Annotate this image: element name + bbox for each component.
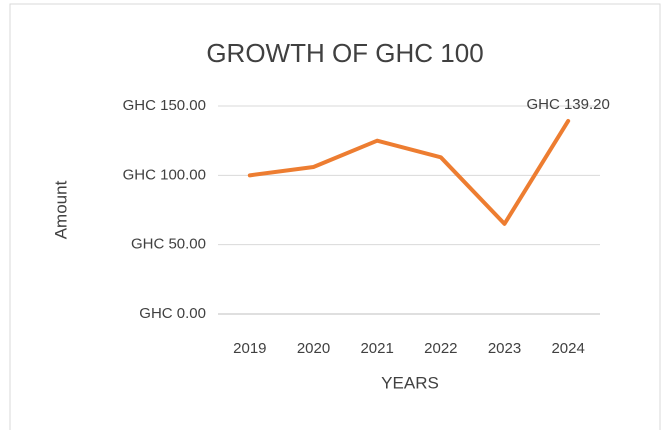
y-tick-label: GHC 50.00 (131, 236, 206, 253)
chart-title: GROWTH OF GHC 100 (206, 38, 483, 68)
data-line (247, 118, 571, 226)
x-tick-label: 2024 (551, 340, 584, 357)
x-tick-label: 2022 (424, 340, 457, 357)
x-tick-label: 2023 (488, 340, 521, 357)
x-tick-label: 2019 (233, 340, 266, 357)
x-tick-label: 2020 (297, 340, 330, 357)
data-label: GHC 139.20 (526, 96, 609, 113)
x-axis-label: YEARS (381, 373, 439, 392)
y-tick-label: GHC 150.00 (123, 97, 206, 114)
y-tick-label: GHC 0.00 (139, 305, 206, 322)
x-tick-label: 2021 (360, 340, 393, 357)
y-tick-label: GHC 100.00 (123, 166, 206, 183)
chart-border (9, 3, 661, 430)
y-axis-label: Amount (51, 180, 70, 239)
